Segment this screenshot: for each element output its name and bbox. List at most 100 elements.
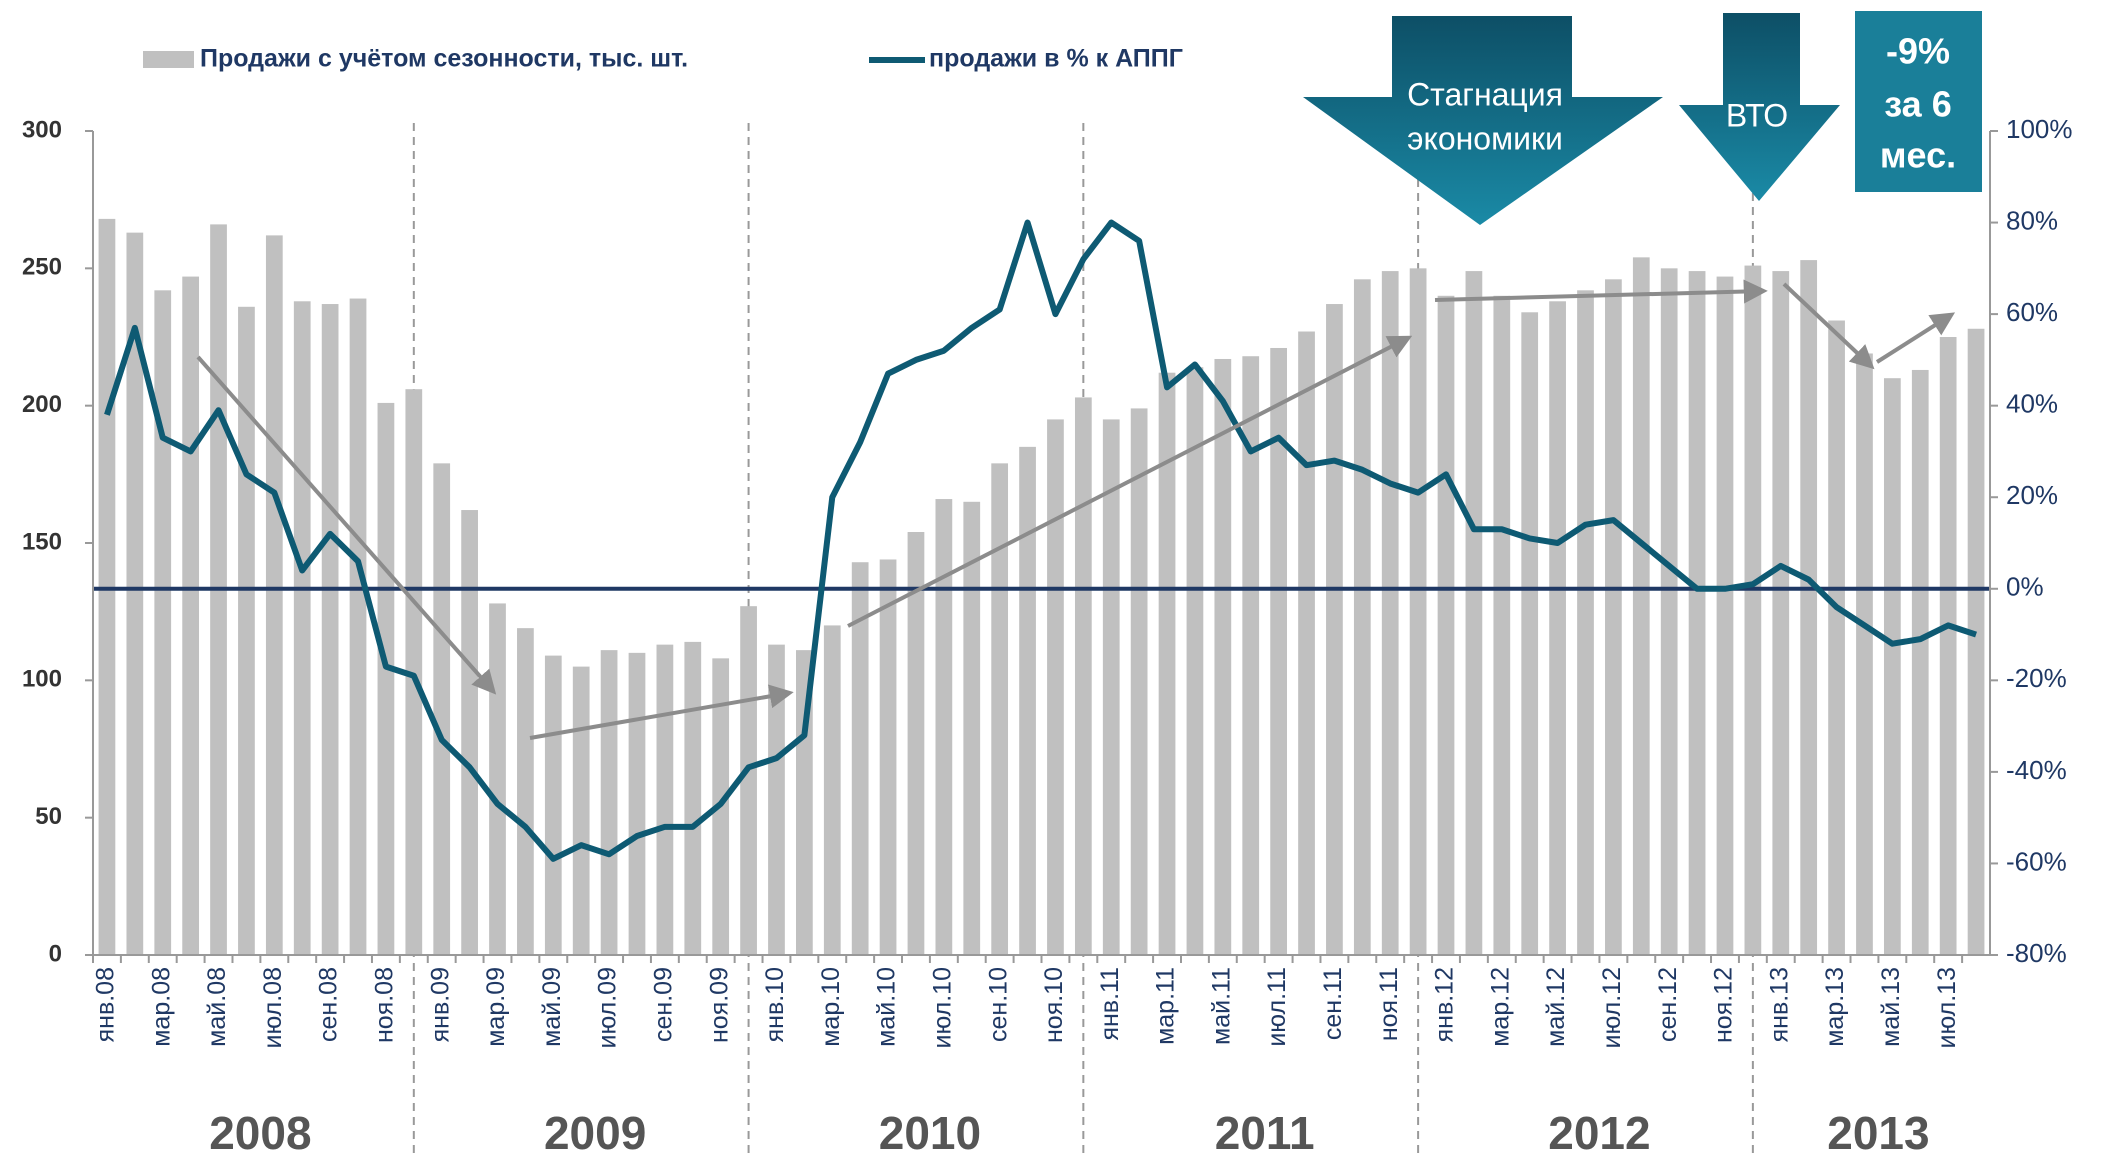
x-tick-label: янв.11	[1096, 967, 1124, 1041]
y2-tick-label: -60%	[2006, 846, 2067, 876]
bar	[321, 304, 339, 955]
x-tick-label: мар.12	[1486, 967, 1514, 1047]
x-tick-label: янв.09	[426, 967, 454, 1042]
x-tick-label: сен.11	[1319, 967, 1347, 1040]
bar	[1521, 312, 1539, 955]
x-tick-label: май.13	[1877, 967, 1905, 1047]
bar	[461, 510, 478, 955]
y2-tick-label: 0%	[2006, 572, 2044, 602]
bar	[1856, 353, 1873, 956]
bar	[656, 644, 674, 955]
x-tick-label: май.12	[1542, 967, 1570, 1047]
annotation: мес.	[1880, 135, 1956, 176]
y2-tick-label: 100%	[2006, 114, 2073, 144]
bar	[572, 666, 590, 955]
bar	[377, 402, 395, 955]
bar	[126, 232, 144, 956]
y-tick-label: 250	[22, 254, 62, 281]
year-label: 2011	[1215, 1107, 1315, 1157]
trend-arrow	[196, 355, 497, 695]
line	[104, 219, 1977, 862]
bar	[796, 650, 813, 955]
x-tick-label: июл.12	[1598, 967, 1626, 1049]
trend-arrow	[1434, 279, 1768, 304]
trend-arrow	[847, 335, 1413, 628]
y2-tick-label: 60%	[2006, 297, 2058, 327]
bar	[265, 235, 283, 955]
plot-area: 0 50 100 150 200 250 300 -80% -60% -40% -20% 0% 20% 4…	[22, 114, 2073, 1157]
bar	[1130, 408, 1148, 955]
x-tick-label: май.08	[203, 967, 231, 1047]
bar	[991, 463, 1009, 955]
bar	[1381, 271, 1399, 956]
bar	[1939, 337, 1957, 955]
bar	[768, 644, 785, 955]
bar	[740, 606, 757, 955]
x-tick-label: июл.11	[1263, 967, 1291, 1047]
y2-tick-label: -80%	[2006, 938, 2067, 968]
annotation: экономики	[1407, 120, 1563, 156]
bar	[1409, 268, 1427, 955]
x-tick-label: мар.10	[817, 967, 845, 1047]
y2-tick-label: -20%	[2006, 663, 2067, 693]
bar	[851, 562, 869, 955]
x-tick-label: ноя.12	[1710, 967, 1738, 1043]
bar	[1019, 446, 1036, 955]
y2-tick-label: -40%	[2006, 755, 2067, 785]
bar	[600, 650, 618, 955]
bar	[433, 463, 451, 955]
x-tick-label: ноя.08	[371, 967, 399, 1043]
bar	[1577, 290, 1594, 956]
bar	[1716, 276, 1734, 955]
bar	[1214, 358, 1232, 955]
x-tick-label: ноя.10	[1040, 967, 1068, 1043]
bar	[182, 276, 200, 955]
x-tick-label: июл.10	[928, 967, 956, 1049]
bar	[935, 499, 953, 955]
legend-swatch	[143, 51, 194, 68]
annotation: Стагнация	[1407, 76, 1563, 112]
bar	[1102, 419, 1120, 955]
year-label: 2013	[1827, 1107, 1929, 1157]
annotation: за 6	[1884, 84, 1951, 125]
x-tick-label: сен.10	[984, 967, 1012, 1042]
legend-label: продажи в % к АППГ	[929, 45, 1183, 73]
y2-tick-label: 40%	[2006, 389, 2058, 419]
x-tick-label: мар.09	[482, 967, 510, 1047]
x-tick-label: май.10	[873, 967, 901, 1047]
bar	[489, 603, 506, 955]
bar	[1828, 320, 1845, 955]
bar	[517, 628, 534, 955]
bar	[349, 298, 367, 956]
annotation: -9%	[1886, 31, 1950, 72]
bar	[405, 389, 423, 956]
bar	[963, 501, 981, 955]
x-tick-label: сен.12	[1654, 967, 1682, 1042]
bar	[1242, 356, 1260, 955]
x-tick-label: янв.12	[1431, 967, 1459, 1042]
year-label: 2009	[544, 1107, 646, 1157]
legend-label: Продажи с учётом сезонности, тыс. шт.	[200, 45, 688, 73]
bar	[1911, 369, 1929, 956]
bar	[1437, 295, 1455, 955]
trend-arrow	[1782, 282, 1875, 370]
y2-tick-label: 20%	[2006, 480, 2058, 510]
bar	[1660, 268, 1678, 955]
bar	[879, 559, 897, 955]
bar	[1465, 271, 1483, 956]
wto-arrow	[1679, 13, 1840, 201]
bar	[154, 290, 172, 956]
bar	[293, 301, 311, 955]
bar	[1744, 265, 1762, 955]
bar	[1772, 271, 1790, 956]
stagnation-arrow	[1303, 16, 1663, 225]
annotation: ВТО	[1726, 97, 1788, 133]
bar	[684, 641, 702, 955]
y-tick-label: 0	[49, 940, 62, 967]
x-tick-label: июл.08	[259, 967, 287, 1049]
bar	[823, 625, 841, 955]
bar	[1298, 331, 1315, 955]
bar	[1270, 347, 1287, 955]
